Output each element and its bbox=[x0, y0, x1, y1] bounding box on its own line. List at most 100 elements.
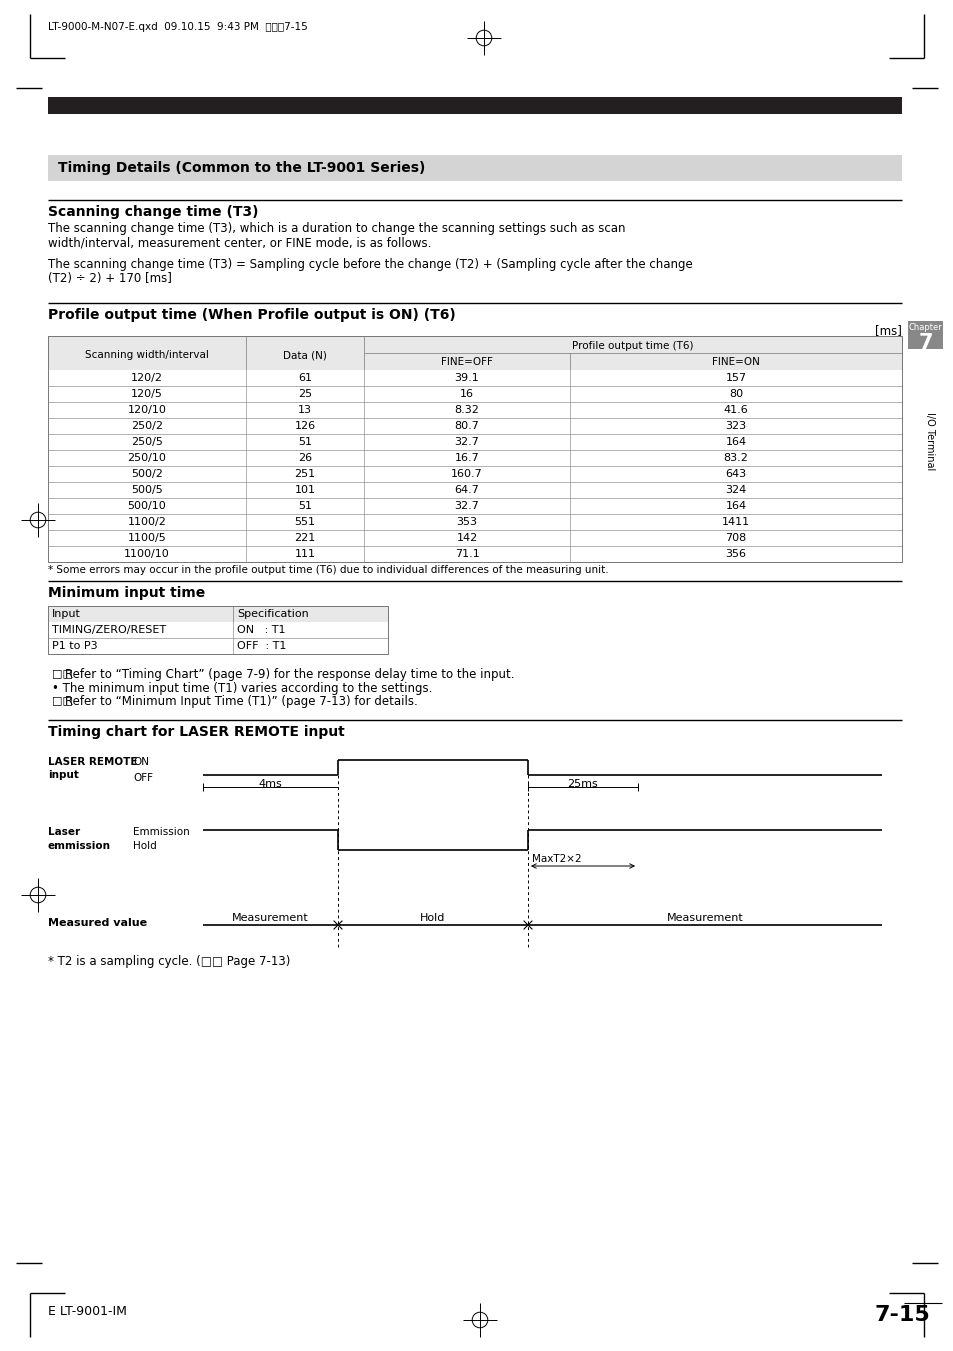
Text: LT-9000-M-N07-E.qxd  09.10.15  9:43 PM  ページ7-15: LT-9000-M-N07-E.qxd 09.10.15 9:43 PM ページ… bbox=[48, 22, 308, 32]
Text: 80.7: 80.7 bbox=[454, 422, 479, 431]
Text: 164: 164 bbox=[724, 436, 746, 447]
Text: 111: 111 bbox=[294, 549, 315, 559]
Bar bbox=[48, 607, 388, 654]
Bar bbox=[48, 546, 901, 562]
Text: 142: 142 bbox=[456, 534, 477, 543]
Text: 551: 551 bbox=[294, 517, 315, 527]
Bar bbox=[48, 607, 388, 621]
Text: 1411: 1411 bbox=[721, 517, 749, 527]
Text: Refer to “Minimum Input Time (T1)” (page 7-13) for details.: Refer to “Minimum Input Time (T1)” (page… bbox=[65, 694, 417, 708]
Text: width/interval, measurement center, or FINE mode, is as follows.: width/interval, measurement center, or F… bbox=[48, 236, 431, 249]
Text: E LT-9001-IM: E LT-9001-IM bbox=[48, 1305, 127, 1319]
Bar bbox=[48, 621, 388, 638]
Bar bbox=[48, 450, 901, 466]
Text: Data (N): Data (N) bbox=[283, 350, 327, 359]
Text: Measured value: Measured value bbox=[48, 917, 147, 928]
Text: Hold: Hold bbox=[420, 913, 445, 923]
Text: 25: 25 bbox=[297, 389, 312, 399]
Text: Minimum input time: Minimum input time bbox=[48, 586, 205, 600]
Text: 120/10: 120/10 bbox=[128, 405, 166, 415]
Text: 39.1: 39.1 bbox=[455, 373, 478, 382]
Text: input: input bbox=[48, 770, 79, 780]
Text: Scanning change time (T3): Scanning change time (T3) bbox=[48, 205, 258, 219]
Text: 61: 61 bbox=[297, 373, 312, 382]
Text: □□: □□ bbox=[52, 694, 73, 705]
Text: 7-15: 7-15 bbox=[873, 1305, 929, 1325]
Text: □□: □□ bbox=[52, 667, 73, 678]
Text: Scanning width/interval: Scanning width/interval bbox=[85, 350, 209, 359]
Text: 221: 221 bbox=[294, 534, 315, 543]
Text: 71.1: 71.1 bbox=[455, 549, 478, 559]
Text: Laser: Laser bbox=[48, 827, 80, 838]
Text: 324: 324 bbox=[724, 485, 746, 494]
Text: ON   : T1: ON : T1 bbox=[236, 626, 285, 635]
Text: 32.7: 32.7 bbox=[454, 501, 479, 511]
Text: • The minimum input time (T1) varies according to the settings.: • The minimum input time (T1) varies acc… bbox=[52, 682, 432, 694]
Text: 251: 251 bbox=[294, 469, 315, 480]
Text: LASER REMOTE: LASER REMOTE bbox=[48, 757, 137, 767]
Text: TIMING/ZERO/RESET: TIMING/ZERO/RESET bbox=[52, 626, 166, 635]
Text: Profile output time (When Profile output is ON) (T6): Profile output time (When Profile output… bbox=[48, 308, 456, 322]
Bar bbox=[48, 638, 388, 654]
Text: 16.7: 16.7 bbox=[455, 453, 478, 463]
Text: The scanning change time (T3) = Sampling cycle before the change (T2) + (Samplin: The scanning change time (T3) = Sampling… bbox=[48, 258, 692, 272]
Text: 643: 643 bbox=[724, 469, 746, 480]
Text: I/O Terminal: I/O Terminal bbox=[924, 412, 935, 470]
Text: 101: 101 bbox=[294, 485, 315, 494]
Text: * T2 is a sampling cycle. (□□ Page 7-13): * T2 is a sampling cycle. (□□ Page 7-13) bbox=[48, 955, 290, 969]
Text: 120/2: 120/2 bbox=[131, 373, 163, 382]
Text: 323: 323 bbox=[724, 422, 746, 431]
Text: 157: 157 bbox=[724, 373, 746, 382]
Text: FINE=OFF: FINE=OFF bbox=[440, 357, 493, 367]
Text: Measurement: Measurement bbox=[666, 913, 742, 923]
Text: 500/5: 500/5 bbox=[131, 485, 163, 494]
Bar bbox=[48, 499, 901, 513]
Bar bbox=[48, 336, 901, 370]
Bar bbox=[48, 434, 901, 450]
Bar bbox=[48, 403, 901, 417]
Text: 353: 353 bbox=[456, 517, 477, 527]
Bar bbox=[48, 530, 901, 546]
Text: Refer to “Timing Chart” (page 7-9) for the response delay time to the input.: Refer to “Timing Chart” (page 7-9) for t… bbox=[65, 667, 514, 681]
Text: 51: 51 bbox=[297, 501, 312, 511]
Text: P1 to P3: P1 to P3 bbox=[52, 640, 97, 651]
Text: FINE=ON: FINE=ON bbox=[711, 357, 760, 367]
Text: Chapter: Chapter bbox=[907, 323, 942, 332]
Text: MaxT2×2: MaxT2×2 bbox=[532, 854, 581, 865]
Text: OFF  : T1: OFF : T1 bbox=[236, 640, 286, 651]
Text: Timing Details (Common to the LT-9001 Series): Timing Details (Common to the LT-9001 Se… bbox=[58, 161, 425, 176]
Text: 500/10: 500/10 bbox=[128, 501, 166, 511]
Text: 13: 13 bbox=[297, 405, 312, 415]
Bar bbox=[48, 417, 901, 434]
Text: 7: 7 bbox=[918, 332, 932, 353]
Text: The scanning change time (T3), which is a duration to change the scanning settin: The scanning change time (T3), which is … bbox=[48, 222, 625, 235]
Text: (T2) ÷ 2) + 170 [ms]: (T2) ÷ 2) + 170 [ms] bbox=[48, 272, 172, 285]
Text: 120/5: 120/5 bbox=[131, 389, 163, 399]
Text: 41.6: 41.6 bbox=[723, 405, 747, 415]
Text: 80: 80 bbox=[728, 389, 742, 399]
Text: [ms]: [ms] bbox=[874, 324, 901, 336]
Text: 160.7: 160.7 bbox=[451, 469, 482, 480]
Text: 250/10: 250/10 bbox=[128, 453, 166, 463]
Text: 32.7: 32.7 bbox=[454, 436, 479, 447]
Bar bbox=[48, 370, 901, 386]
Text: 1100/10: 1100/10 bbox=[124, 549, 170, 559]
Text: 708: 708 bbox=[724, 534, 746, 543]
Text: 250/5: 250/5 bbox=[131, 436, 163, 447]
Text: 16: 16 bbox=[459, 389, 474, 399]
Text: emmission: emmission bbox=[48, 842, 111, 851]
Text: 1100/2: 1100/2 bbox=[128, 517, 166, 527]
Text: 26: 26 bbox=[297, 453, 312, 463]
Text: 500/2: 500/2 bbox=[131, 469, 163, 480]
Text: Input: Input bbox=[52, 609, 81, 619]
Text: 83.2: 83.2 bbox=[722, 453, 748, 463]
Text: Specification: Specification bbox=[236, 609, 309, 619]
Text: 356: 356 bbox=[724, 549, 745, 559]
Text: 8.32: 8.32 bbox=[454, 405, 479, 415]
Text: 4ms: 4ms bbox=[258, 780, 282, 789]
Text: Emmission: Emmission bbox=[132, 827, 190, 838]
Bar bbox=[48, 386, 901, 403]
Text: Hold: Hold bbox=[132, 842, 156, 851]
Text: 126: 126 bbox=[294, 422, 315, 431]
Text: * Some errors may occur in the profile output time (T6) due to individual differ: * Some errors may occur in the profile o… bbox=[48, 565, 608, 576]
